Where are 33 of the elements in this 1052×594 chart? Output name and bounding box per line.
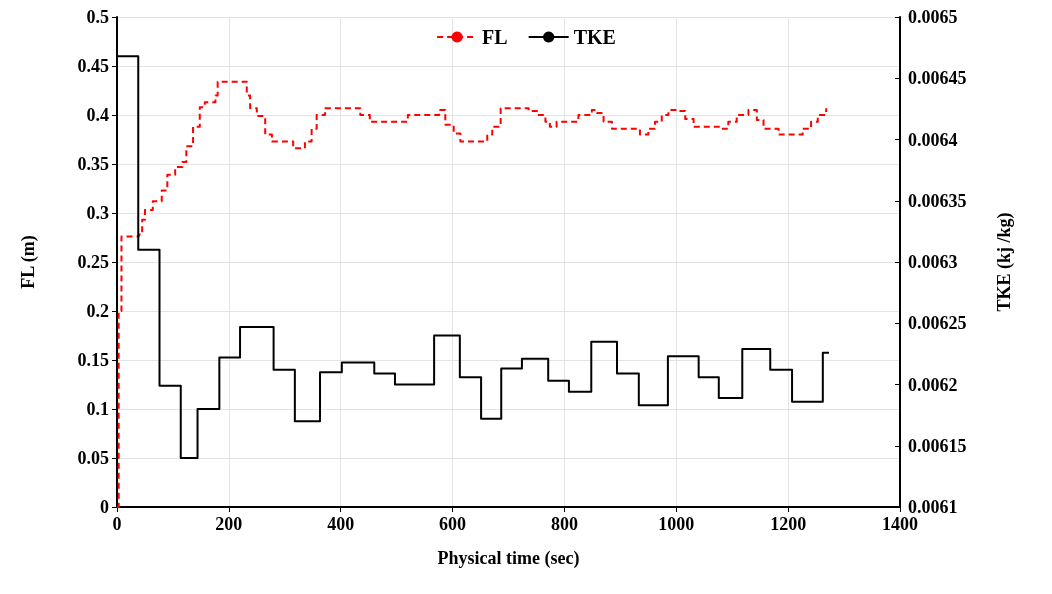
y-tick-label: 0.45 — [77, 56, 109, 76]
y2-tick-label: 0.0063 — [908, 252, 958, 272]
y-tick-label: 0.05 — [77, 448, 109, 468]
x-tick-label: 1400 — [882, 514, 918, 534]
x-tick-label: 200 — [215, 514, 243, 534]
y-tick-label: 0.3 — [86, 203, 109, 223]
legend-label: FL — [482, 26, 508, 48]
y-tick-label: 0.35 — [77, 154, 109, 174]
y2-tick-label: 0.0062 — [908, 374, 958, 395]
y-tick-label: 0 — [100, 497, 109, 517]
x-tick-label: 800 — [550, 514, 578, 534]
x-tick-label: 600 — [439, 514, 467, 534]
y-tick-label: 0.15 — [77, 350, 109, 370]
legend-label: TKE — [573, 26, 616, 48]
y-tick-label: 0.4 — [86, 105, 109, 125]
y2-tick-label: 0.00625 — [908, 313, 967, 334]
x-tick-label: 0 — [112, 514, 122, 534]
y-axis-title: FL (m) — [18, 235, 39, 289]
y-tick-label: 0.25 — [77, 252, 109, 272]
y2-axis-title: TKE (kj /kg) — [994, 212, 1015, 312]
y2-tick-label: 0.0061 — [908, 497, 958, 517]
x-axis-title: Physical time (sec) — [437, 548, 580, 569]
y2-tick-label: 0.00635 — [908, 190, 967, 211]
y2-tick-label: 0.0065 — [908, 7, 958, 27]
y2-tick-label: 0.00615 — [908, 435, 967, 456]
x-tick-label: 1200 — [770, 514, 807, 534]
y2-tick-label: 0.0064 — [908, 129, 958, 150]
x-tick-label: 1000 — [658, 514, 695, 534]
y-tick-label: 0.5 — [86, 7, 109, 27]
x-tick-label: 400 — [327, 514, 355, 534]
y-tick-label: 0.2 — [86, 301, 109, 321]
y-tick-label: 0.1 — [86, 399, 109, 419]
y2-tick-label: 0.00645 — [908, 68, 967, 89]
